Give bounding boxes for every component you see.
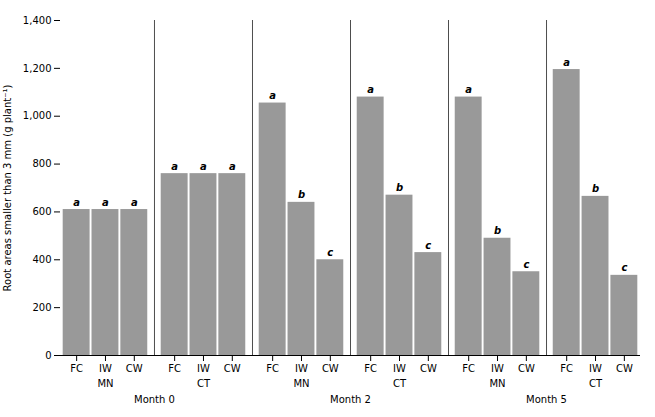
svg-text:CT: CT: [197, 378, 211, 389]
svg-text:CW: CW: [126, 363, 143, 374]
svg-text:400: 400: [32, 254, 51, 265]
svg-text:600: 600: [32, 206, 51, 217]
svg-text:a: a: [367, 84, 374, 95]
svg-text:a: a: [465, 84, 472, 95]
svg-text:a: a: [229, 161, 236, 172]
svg-text:800: 800: [32, 158, 51, 169]
svg-text:b: b: [592, 183, 599, 194]
svg-text:Month 5: Month 5: [526, 394, 567, 405]
svg-text:a: a: [131, 197, 138, 208]
svg-text:b: b: [494, 225, 501, 236]
svg-text:FC: FC: [266, 363, 279, 374]
svg-text:a: a: [200, 161, 207, 172]
svg-text:IW: IW: [393, 363, 406, 374]
svg-text:IW: IW: [99, 363, 112, 374]
svg-text:FC: FC: [364, 363, 377, 374]
svg-text:1,000: 1,000: [23, 110, 52, 121]
svg-text:a: a: [269, 90, 276, 101]
svg-text:CW: CW: [224, 363, 241, 374]
svg-text:CT: CT: [393, 378, 407, 389]
svg-text:FC: FC: [168, 363, 181, 374]
svg-text:FC: FC: [462, 363, 475, 374]
svg-text:IW: IW: [197, 363, 210, 374]
svg-text:IW: IW: [589, 363, 602, 374]
svg-text:200: 200: [32, 302, 51, 313]
svg-text:CW: CW: [518, 363, 535, 374]
svg-text:Month 0: Month 0: [134, 394, 175, 405]
svg-text:CW: CW: [322, 363, 339, 374]
svg-text:1,200: 1,200: [23, 63, 52, 74]
svg-text:a: a: [563, 57, 570, 68]
svg-text:IW: IW: [295, 363, 308, 374]
svg-text:b: b: [396, 182, 403, 193]
svg-text:MN: MN: [489, 378, 505, 389]
svg-text:FC: FC: [70, 363, 83, 374]
svg-text:c: c: [523, 259, 529, 270]
svg-text:c: c: [621, 262, 627, 273]
svg-text:a: a: [102, 197, 109, 208]
svg-text:Month 2: Month 2: [330, 394, 371, 405]
svg-text:a: a: [73, 197, 80, 208]
svg-text:b: b: [298, 189, 305, 200]
svg-text:FC: FC: [560, 363, 573, 374]
svg-text:MN: MN: [97, 378, 113, 389]
svg-text:IW: IW: [491, 363, 504, 374]
svg-text:c: c: [425, 240, 431, 251]
svg-text:0: 0: [45, 350, 51, 361]
svg-text:CT: CT: [589, 378, 603, 389]
svg-text:CW: CW: [616, 363, 633, 374]
svg-text:MN: MN: [293, 378, 309, 389]
svg-text:Root areas smaller than 3 mm (: Root areas smaller than 3 mm (g plant⁻¹): [2, 84, 13, 291]
svg-text:c: c: [327, 247, 333, 258]
svg-text:CW: CW: [420, 363, 437, 374]
svg-text:a: a: [171, 161, 178, 172]
svg-text:1,400: 1,400: [23, 15, 52, 26]
